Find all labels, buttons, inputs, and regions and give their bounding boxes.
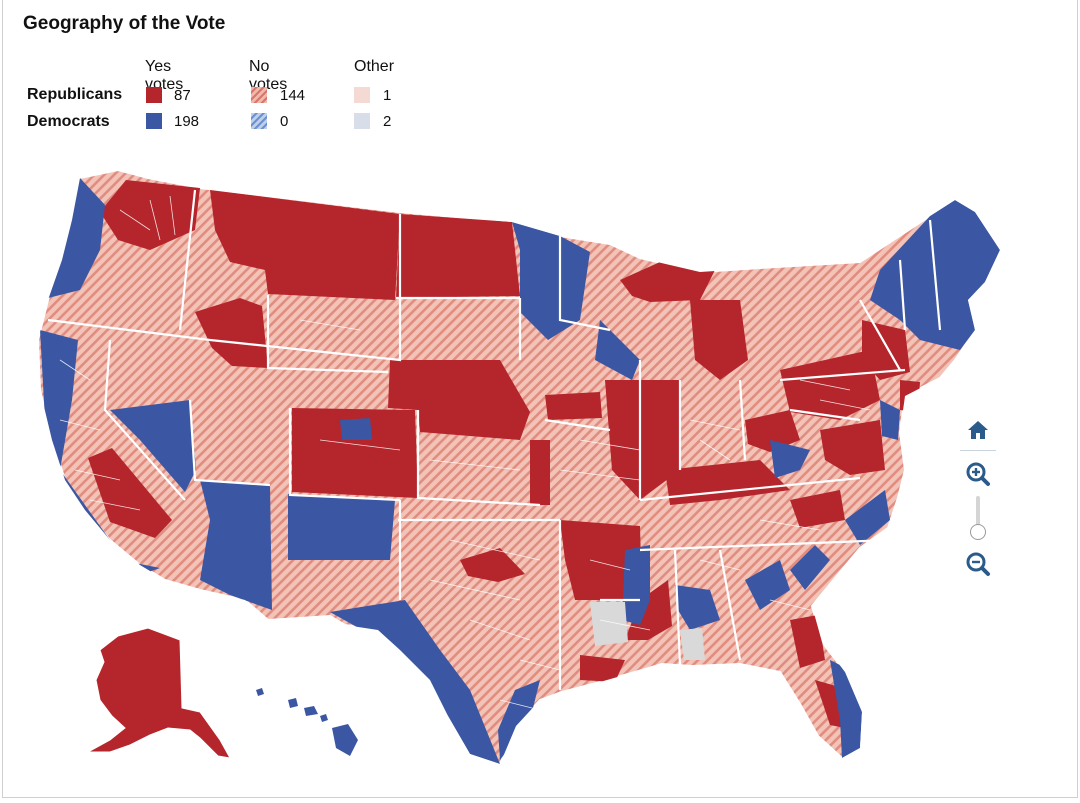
district-borders bbox=[59, 195, 871, 711]
us-outline-hatched bbox=[36, 168, 1002, 766]
zoom-out-button[interactable] bbox=[964, 550, 992, 578]
swatch-republican-no bbox=[251, 87, 267, 103]
zoom-in-icon bbox=[966, 462, 990, 486]
zoom-slider-handle[interactable] bbox=[970, 524, 986, 540]
count-republican-yes: 87 bbox=[174, 87, 191, 104]
count-democrat-no: 0 bbox=[280, 113, 289, 130]
swatch-republican-other bbox=[354, 87, 370, 103]
alaska bbox=[87, 627, 231, 759]
legend-row-republicans: Republicans bbox=[27, 86, 123, 103]
hawaii bbox=[256, 688, 358, 756]
no-data-districts bbox=[590, 602, 705, 660]
home-icon bbox=[968, 421, 988, 439]
swatch-democrat-yes bbox=[146, 113, 162, 129]
count-democrat-yes: 198 bbox=[174, 113, 200, 130]
republican-yes-districts bbox=[88, 180, 920, 730]
count-republican-no: 144 bbox=[280, 87, 306, 104]
map-zoom-controls bbox=[958, 412, 998, 582]
zoom-out-icon bbox=[966, 552, 990, 576]
count-republican-other: 1 bbox=[383, 87, 392, 104]
count-democrat-other: 2 bbox=[383, 113, 392, 130]
swatch-republican-yes bbox=[146, 87, 162, 103]
legend-col-other: Other bbox=[354, 58, 395, 75]
legend-row-democrats: Democrats bbox=[27, 113, 110, 130]
zoom-slider-track[interactable] bbox=[976, 496, 980, 532]
swatch-democrat-no bbox=[251, 113, 267, 129]
zoom-in-button[interactable] bbox=[964, 460, 992, 488]
state-borders bbox=[47, 189, 942, 690]
home-button[interactable] bbox=[964, 416, 992, 444]
page-title: Geography of the Vote bbox=[23, 13, 226, 34]
zoom-divider bbox=[960, 450, 996, 451]
swatch-democrat-other bbox=[354, 113, 370, 129]
lower-48 bbox=[36, 168, 1002, 766]
